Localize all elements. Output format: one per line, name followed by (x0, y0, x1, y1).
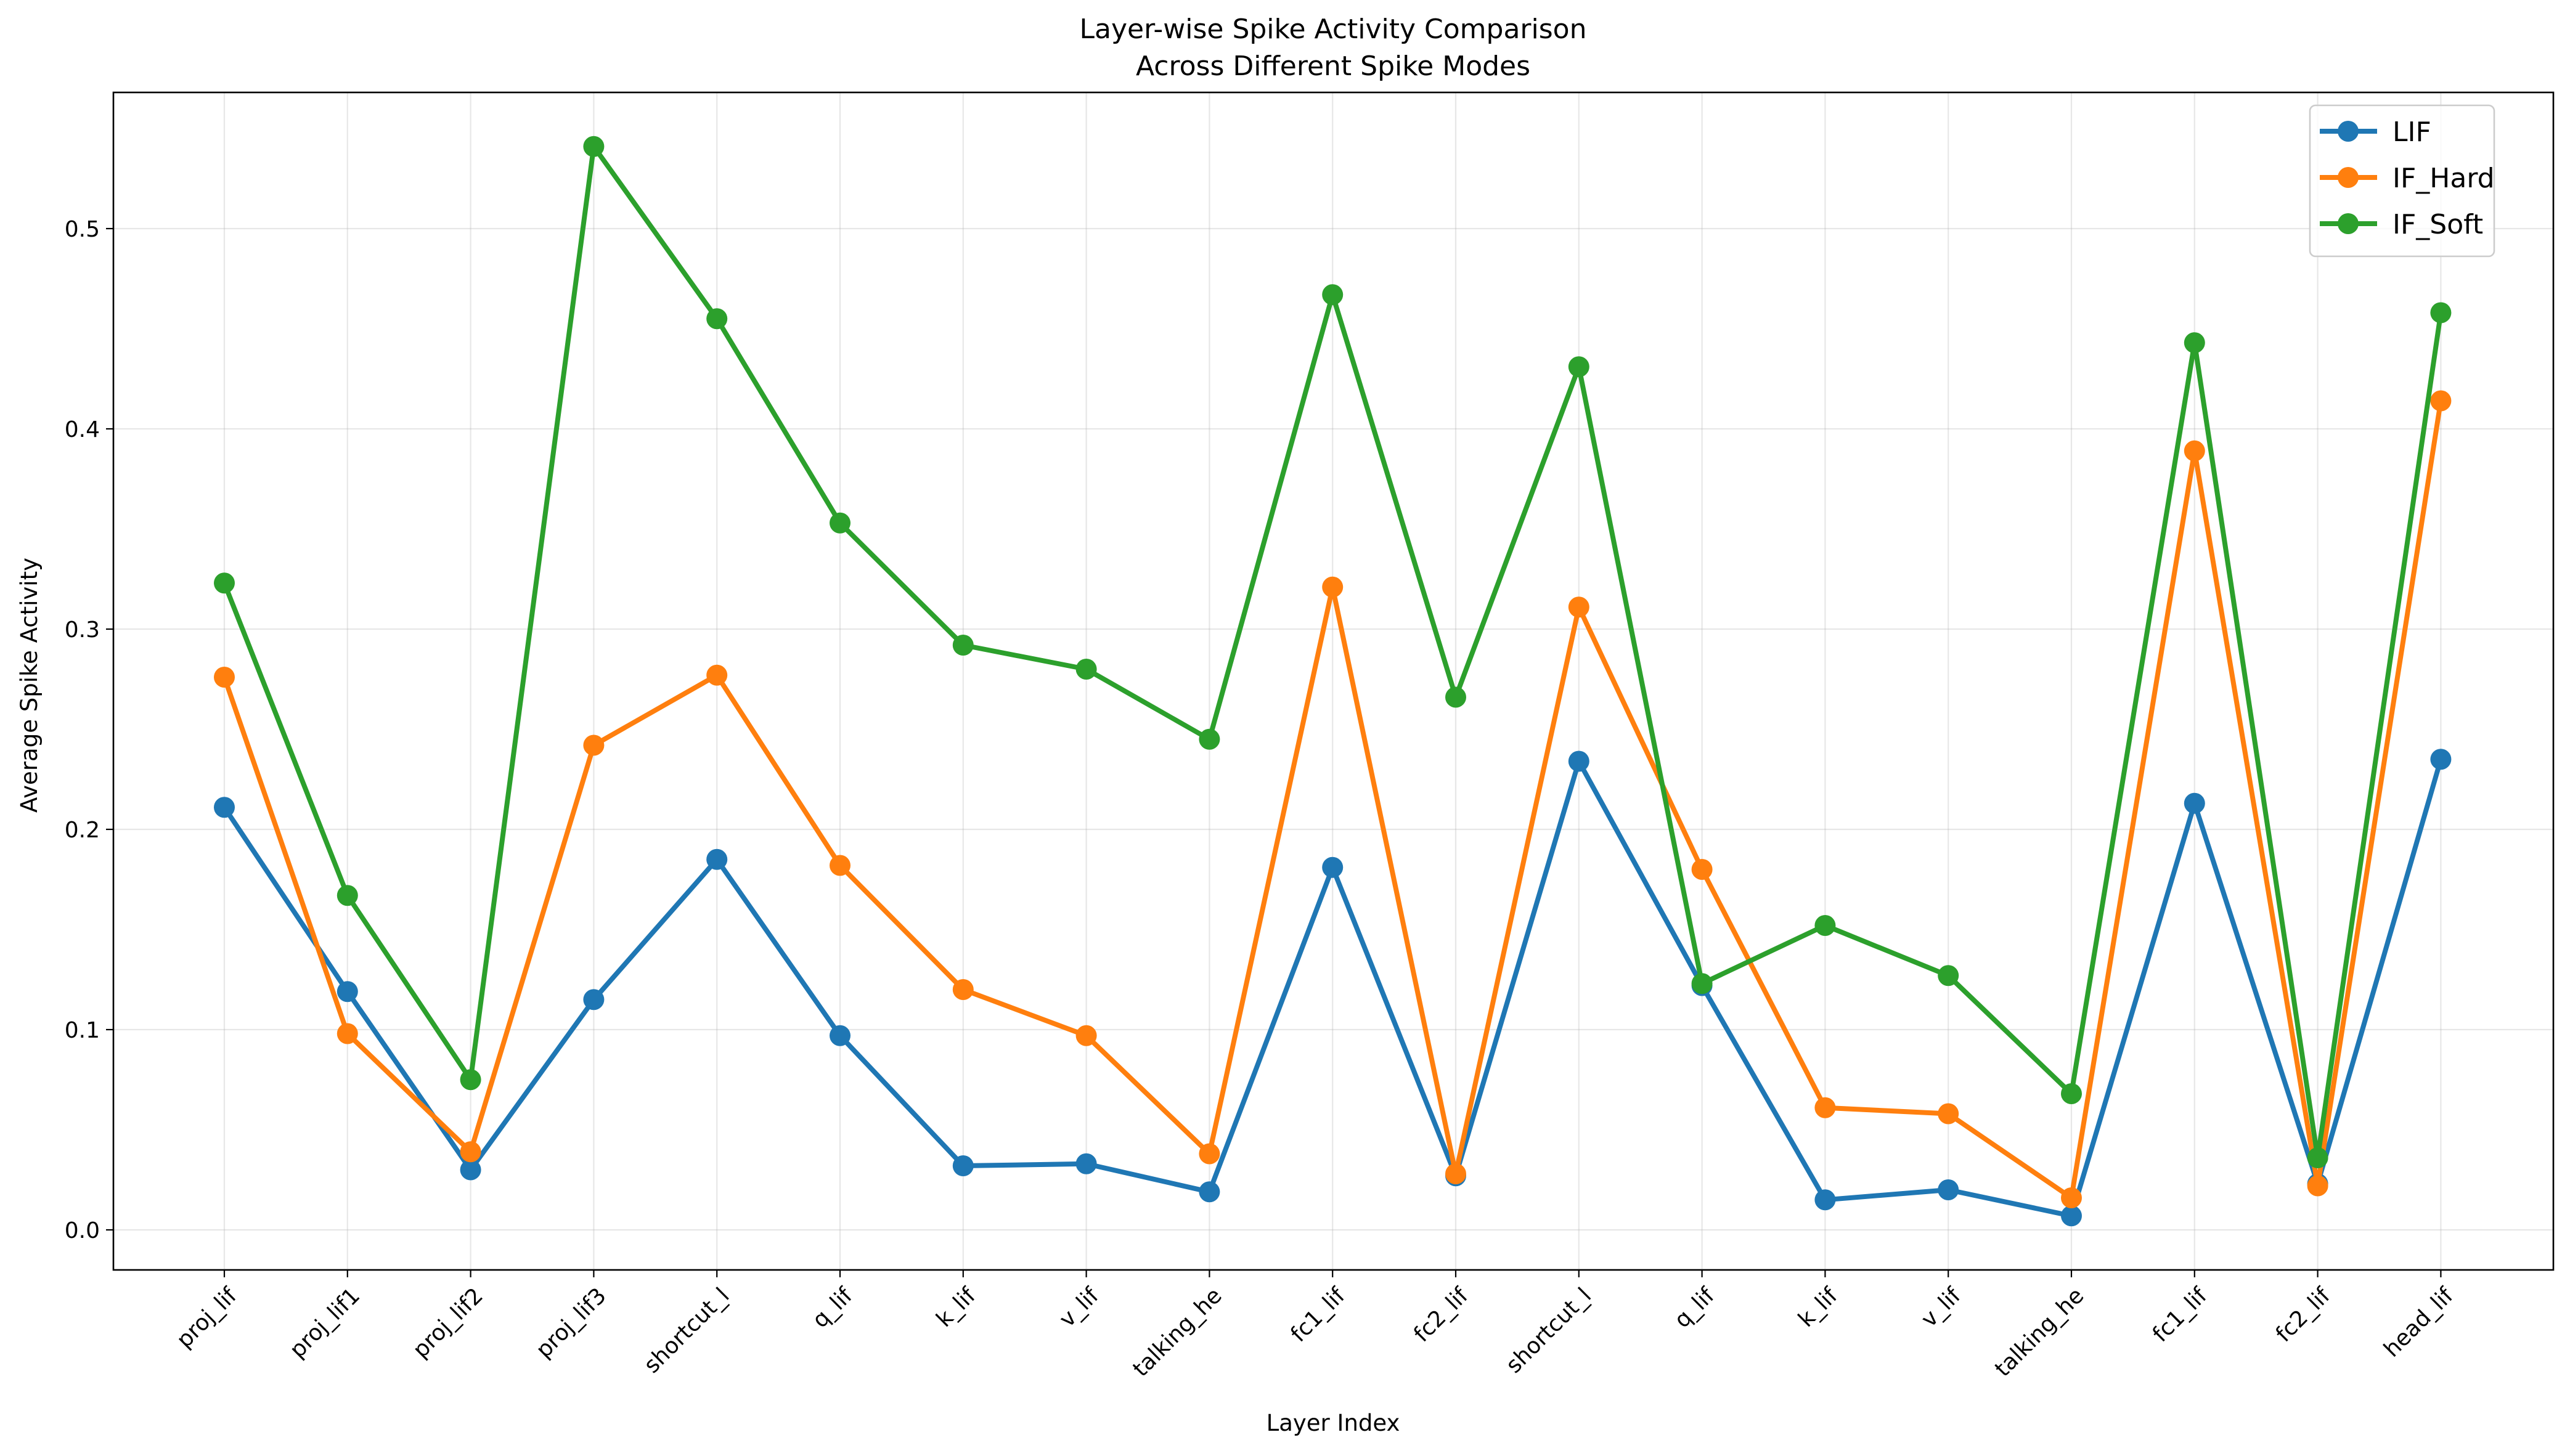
data-point-lif (583, 989, 605, 1011)
y-tick-label: 0.0 (65, 1218, 100, 1243)
data-point-if-soft (460, 1069, 481, 1091)
data-point-if-hard (706, 664, 728, 686)
legend-item-if-soft: IF_Soft (2320, 209, 2483, 240)
data-point-if-hard (1322, 576, 1344, 598)
series-if-soft (214, 136, 2452, 1168)
data-point-if-hard (952, 979, 974, 1000)
data-point-if-hard (583, 734, 605, 756)
data-point-lif (1199, 1181, 1220, 1203)
y-tick-label: 0.4 (65, 417, 100, 442)
data-point-if-soft (706, 308, 728, 330)
data-point-lif (1814, 1189, 1836, 1211)
data-point-if-hard (1445, 1163, 1466, 1184)
data-point-lif (1075, 1153, 1097, 1174)
legend-label-if-soft: IF_Soft (2393, 209, 2483, 240)
data-point-lif (952, 1155, 974, 1176)
data-point-lif (830, 1025, 851, 1046)
data-point-if-soft (1568, 356, 1589, 378)
data-point-if-soft (583, 136, 605, 157)
data-point-lif (2430, 749, 2452, 770)
legend-label-if-hard: IF_Hard (2393, 163, 2495, 194)
legend: LIF IF_Hard IF_Soft (2309, 104, 2495, 258)
data-point-if-hard (337, 1023, 358, 1044)
data-point-lif (1938, 1179, 1959, 1200)
data-point-if-soft (830, 512, 851, 534)
data-point-if-soft (337, 885, 358, 906)
data-point-if-soft (1814, 915, 1836, 936)
data-point-if-soft (1199, 728, 1220, 750)
data-point-lif (2061, 1205, 2082, 1227)
legend-item-lif: LIF (2320, 116, 2431, 148)
chart-title: Layer-wise Spike Activity Comparison (1080, 14, 1587, 45)
data-point-if-hard (830, 855, 851, 876)
data-point-if-soft (214, 572, 235, 594)
data-point-if-soft (2307, 1147, 2328, 1168)
plot-frame (112, 91, 2555, 1271)
y-axis-label: Average Spike Activity (16, 558, 43, 813)
data-point-if-soft (2430, 302, 2452, 323)
data-point-if-hard (2430, 390, 2452, 412)
data-point-if-hard (460, 1141, 481, 1163)
data-point-if-soft (1322, 284, 1344, 306)
legend-marker-lif (2338, 121, 2359, 142)
data-point-if-hard (2307, 1175, 2328, 1197)
legend-marker-if-soft (2338, 213, 2359, 234)
data-point-if-hard (1938, 1103, 1959, 1125)
data-point-if-soft (1445, 686, 1466, 708)
data-point-if-hard (1691, 859, 1713, 880)
y-tick-label: 0.3 (65, 617, 100, 643)
y-tick-label: 0.5 (65, 217, 100, 242)
data-point-lif (706, 848, 728, 870)
data-point-lif (460, 1159, 481, 1181)
data-point-if-hard (2061, 1187, 2082, 1208)
data-point-lif (2184, 792, 2205, 814)
chart-subtitle: Across Different Spike Modes (1136, 51, 1530, 82)
data-point-if-soft (2061, 1083, 2082, 1104)
legend-item-if-hard: IF_Hard (2320, 163, 2495, 194)
data-point-if-soft (1691, 973, 1713, 994)
legend-label-lif: LIF (2393, 116, 2431, 148)
data-point-lif (214, 797, 235, 818)
y-tick-label: 0.2 (65, 818, 100, 843)
data-point-if-soft (2184, 332, 2205, 354)
data-point-lif (1568, 750, 1589, 772)
data-point-if-soft (952, 635, 974, 656)
series-if-hard (214, 390, 2452, 1208)
data-point-if-soft (1938, 965, 1959, 986)
x-axis-label: Layer Index (1267, 1410, 1400, 1436)
data-point-if-soft (1075, 659, 1097, 680)
data-point-lif (337, 981, 358, 1003)
data-point-if-hard (1199, 1143, 1220, 1165)
legend-marker-if-hard (2338, 167, 2359, 188)
data-point-if-hard (214, 667, 235, 688)
data-point-if-hard (1568, 596, 1589, 618)
data-point-if-hard (1075, 1025, 1097, 1046)
y-tick-label: 0.1 (65, 1018, 100, 1043)
data-point-if-hard (2184, 440, 2205, 462)
data-point-if-hard (1814, 1097, 1836, 1118)
data-point-lif (1322, 856, 1344, 878)
